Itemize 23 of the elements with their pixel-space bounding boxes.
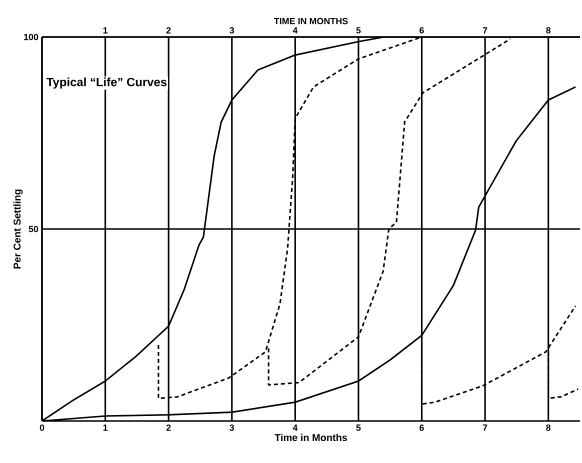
x2-tick-label: 5 [356, 27, 361, 34]
x2-tick-label: 2 [166, 27, 171, 34]
x-axis-title: Time in Months [274, 434, 348, 442]
x-tick-label: 8 [546, 424, 551, 431]
x2-axis-title: TIME IN MONTHS [274, 18, 348, 24]
x2-tick-label: 1 [103, 27, 108, 34]
x2-tick-label: 8 [546, 27, 551, 34]
x-tick-label: 5 [356, 424, 361, 431]
x2-tick-label: 4 [292, 27, 298, 34]
x-tick-label: 4 [292, 424, 298, 431]
annotation: Typical “Life” Curves [46, 78, 167, 89]
x-tick-label: 7 [482, 424, 488, 431]
x2-tick-label: 7 [482, 27, 488, 34]
x2-tick-label: 6 [420, 27, 424, 34]
y-tick-label: 50 [28, 226, 38, 232]
x-tick-label: 1 [103, 424, 108, 431]
y-axis-title: Per Cent Settling [13, 190, 23, 268]
x-tick-label: 0 [40, 424, 44, 431]
y-tick-label: 100 [24, 34, 38, 40]
x2-tick-label: 3 [230, 27, 234, 34]
x-tick-label: 2 [166, 424, 171, 431]
x-tick-label: 6 [420, 424, 424, 431]
x-tick-label: 3 [230, 424, 234, 431]
